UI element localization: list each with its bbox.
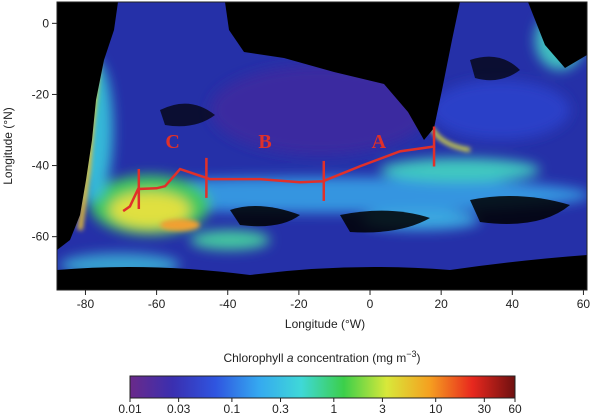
colorbar-title-part: a: [287, 351, 294, 365]
colorbar-title-part: concentration (mg m: [294, 351, 407, 365]
section-label: A: [372, 131, 387, 153]
x-tick-label: 40: [506, 297, 520, 311]
colorbar-title-part: −3: [406, 349, 416, 359]
section-label: B: [258, 131, 271, 153]
section-label: C: [165, 131, 179, 153]
y-tick-label: -40: [32, 159, 50, 173]
y-tick-label: -20: [32, 87, 50, 101]
x-tick-label: -80: [77, 297, 95, 311]
colorbar-tick-label: 30: [478, 402, 492, 414]
colorbar: [129, 375, 516, 399]
colorbar-tick-label: 0.3: [272, 402, 289, 414]
x-tick-label: 60: [577, 297, 591, 311]
colorbar-tick-label: 10: [429, 402, 443, 414]
colorbar-title-part: ): [417, 351, 421, 365]
colorbar-tick-label: 3: [379, 402, 386, 414]
x-tick-label: 20: [434, 297, 448, 311]
colorbar-tick-label: 0.1: [224, 402, 241, 414]
colorbar-title: Chlorophyll a concentration (mg m−3): [223, 349, 420, 365]
colorbar-title-part: Chlorophyll: [223, 351, 286, 365]
x-tick-label: -60: [148, 297, 166, 311]
y-tick-label: 0: [42, 16, 49, 30]
colorbar-tick-label: 1: [330, 402, 337, 414]
colorbar-tick-label: 60: [508, 402, 522, 414]
x-tick-label: 0: [367, 297, 374, 311]
land: [57, 2, 587, 290]
colorbar-tick-label: 0.01: [118, 402, 142, 414]
y-tick-label: -60: [32, 230, 50, 244]
x-tick-label: -40: [219, 297, 237, 311]
x-axis-label: Longitude (°W): [285, 317, 365, 331]
map-frame: [56, 1, 588, 291]
x-tick-label: -20: [290, 297, 308, 311]
colorbar-tick-label: 0.03: [167, 402, 191, 414]
map-image: [57, 2, 587, 290]
y-axis-label: Longitude (°N): [1, 107, 15, 185]
